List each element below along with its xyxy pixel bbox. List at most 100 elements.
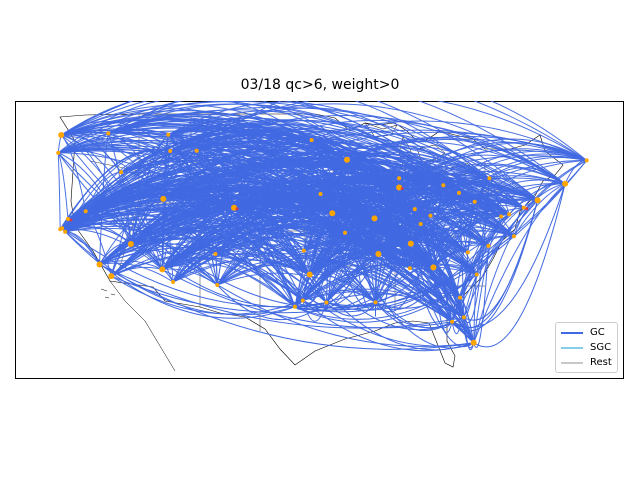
airport-marker	[56, 150, 61, 155]
route-arc	[161, 207, 235, 270]
route-arc	[61, 132, 235, 209]
airport-marker	[584, 158, 589, 163]
route-arc	[85, 195, 327, 303]
route-arc	[64, 101, 587, 233]
airport-marker	[450, 319, 455, 324]
route-arc	[108, 119, 321, 195]
route-arc	[309, 252, 379, 275]
route-arc	[326, 214, 510, 311]
route-arc	[67, 141, 400, 220]
airport-marker	[213, 252, 218, 256]
route-arc	[309, 187, 400, 275]
airport-marker	[231, 204, 237, 211]
airport-marker	[344, 156, 350, 163]
legend: GC SGC Rest	[555, 322, 618, 373]
map-title: 03/18 qc>6, weight>0	[240, 77, 400, 93]
airport-marker	[461, 315, 466, 320]
route-arc	[108, 101, 566, 185]
route-arc	[168, 117, 489, 247]
route-arc	[60, 101, 476, 203]
route-arc	[463, 178, 490, 324]
route-arc	[294, 178, 490, 311]
legend-label-rest: Rest	[590, 357, 612, 368]
route-arc	[162, 268, 453, 329]
route-arc	[294, 160, 588, 311]
route-arc	[346, 159, 376, 311]
route-arc	[344, 194, 538, 234]
route-arc	[217, 257, 475, 344]
airport-marker	[300, 298, 305, 303]
airport-marker	[465, 250, 470, 255]
route-arc	[61, 119, 375, 219]
airport-marker	[472, 199, 477, 204]
route-arc	[294, 160, 588, 313]
route-arc	[59, 163, 444, 230]
route-arc	[294, 159, 348, 311]
airport-marker	[507, 212, 512, 217]
route-arc	[414, 150, 587, 210]
route-arc	[99, 264, 464, 329]
route-arc	[294, 274, 478, 320]
route-arc	[120, 103, 566, 185]
airport-marker	[562, 180, 569, 187]
route-arc	[67, 208, 304, 301]
route-arc	[172, 177, 400, 283]
route-arc	[451, 159, 587, 322]
airport-marker	[127, 241, 134, 247]
legend-item-gc: GC	[561, 327, 605, 339]
legend-label-gc: GC	[590, 327, 605, 338]
mexico-coast	[109, 280, 176, 372]
airport-marker	[499, 214, 504, 219]
route-arc	[60, 134, 376, 309]
legend-label-sgc: SGC	[590, 342, 612, 353]
route-arc	[302, 300, 474, 352]
route-arc	[398, 177, 431, 216]
airport-marker	[106, 131, 111, 136]
airport-marker	[329, 210, 336, 217]
airport-marker	[430, 264, 437, 271]
route-arc	[167, 134, 474, 347]
route-arc	[311, 139, 376, 303]
airport-marker	[343, 230, 347, 235]
airport-marker	[309, 138, 314, 143]
route-arc	[58, 147, 333, 214]
airport-marker-alt	[525, 207, 529, 211]
route-arc	[99, 185, 415, 265]
route-arc	[523, 182, 566, 208]
route-arc	[57, 152, 327, 308]
route-arc	[409, 215, 431, 269]
route-arc	[459, 297, 475, 349]
airport-marker-alt	[235, 207, 239, 211]
route-arc	[430, 155, 587, 216]
legend-item-rest: Rest	[561, 357, 612, 369]
route-arc	[513, 183, 566, 237]
route-arc	[303, 242, 461, 298]
route-arc	[108, 101, 587, 161]
airport-marker	[171, 280, 176, 284]
airport-marker	[194, 148, 199, 153]
airport-marker	[418, 222, 423, 226]
route-arc	[331, 213, 376, 308]
route-arc	[473, 245, 489, 348]
route-arc	[168, 124, 412, 244]
airport-marker	[512, 234, 516, 239]
airport-marker	[486, 243, 491, 248]
route-arc	[61, 115, 431, 216]
airport-marker	[58, 132, 65, 138]
airport-marker	[60, 226, 65, 231]
route-arc	[57, 152, 474, 347]
airport-marker	[428, 213, 433, 218]
airport-marker	[375, 251, 382, 257]
route-arc	[233, 207, 311, 275]
route-arc	[167, 101, 502, 217]
legend-swatch-rest	[561, 362, 583, 364]
route-arc	[375, 291, 461, 303]
route-arc	[451, 178, 490, 328]
route-arc	[473, 183, 566, 348]
airport-marker	[373, 300, 378, 305]
route-arc	[309, 257, 411, 275]
route-arc	[61, 227, 327, 308]
route-arc	[346, 138, 566, 185]
route-arc	[111, 256, 304, 301]
route-arc	[60, 101, 490, 179]
